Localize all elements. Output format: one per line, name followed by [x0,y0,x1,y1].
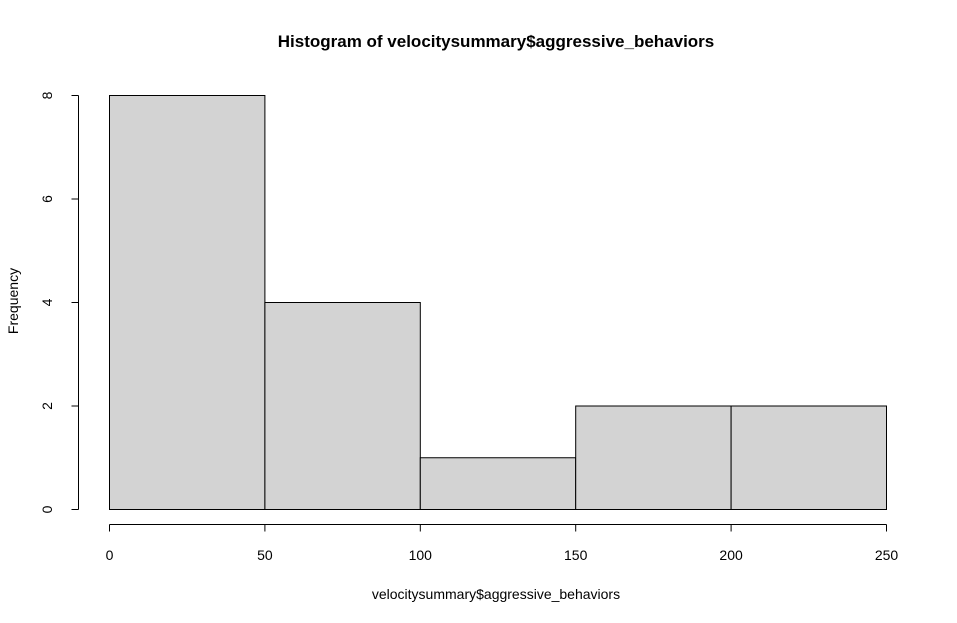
x-axis-label: velocitysummary$aggressive_behaviors [372,586,620,602]
y-axis: 0 2 4 6 8 [39,91,79,513]
y-tick-label-1: 2 [39,402,55,410]
histogram-bar-1 [264,302,421,510]
y-tick-label-0: 0 [39,505,55,513]
histogram-bar-2 [419,457,577,510]
x-tick-label-4: 200 [719,547,743,563]
bars-group [109,95,887,510]
x-tick-label-1: 50 [257,547,273,563]
x-tick-label-5: 250 [875,547,899,563]
x-tick-label-3: 150 [564,547,588,563]
histogram-bar-3 [575,405,732,510]
y-axis-label: Frequency [5,268,21,334]
y-tick-label-4: 8 [39,91,55,99]
histogram-bar-0 [109,95,266,510]
chart-title: Histogram of velocitysummary$aggressive_… [278,32,715,51]
y-tick-label-2: 4 [39,298,55,306]
x-axis: 0 50 100 150 200 250 [106,524,899,563]
x-tick-label-0: 0 [106,547,114,563]
y-tick-label-3: 6 [39,195,55,203]
histogram-bar-4 [730,405,887,510]
x-tick-label-2: 100 [409,547,433,563]
